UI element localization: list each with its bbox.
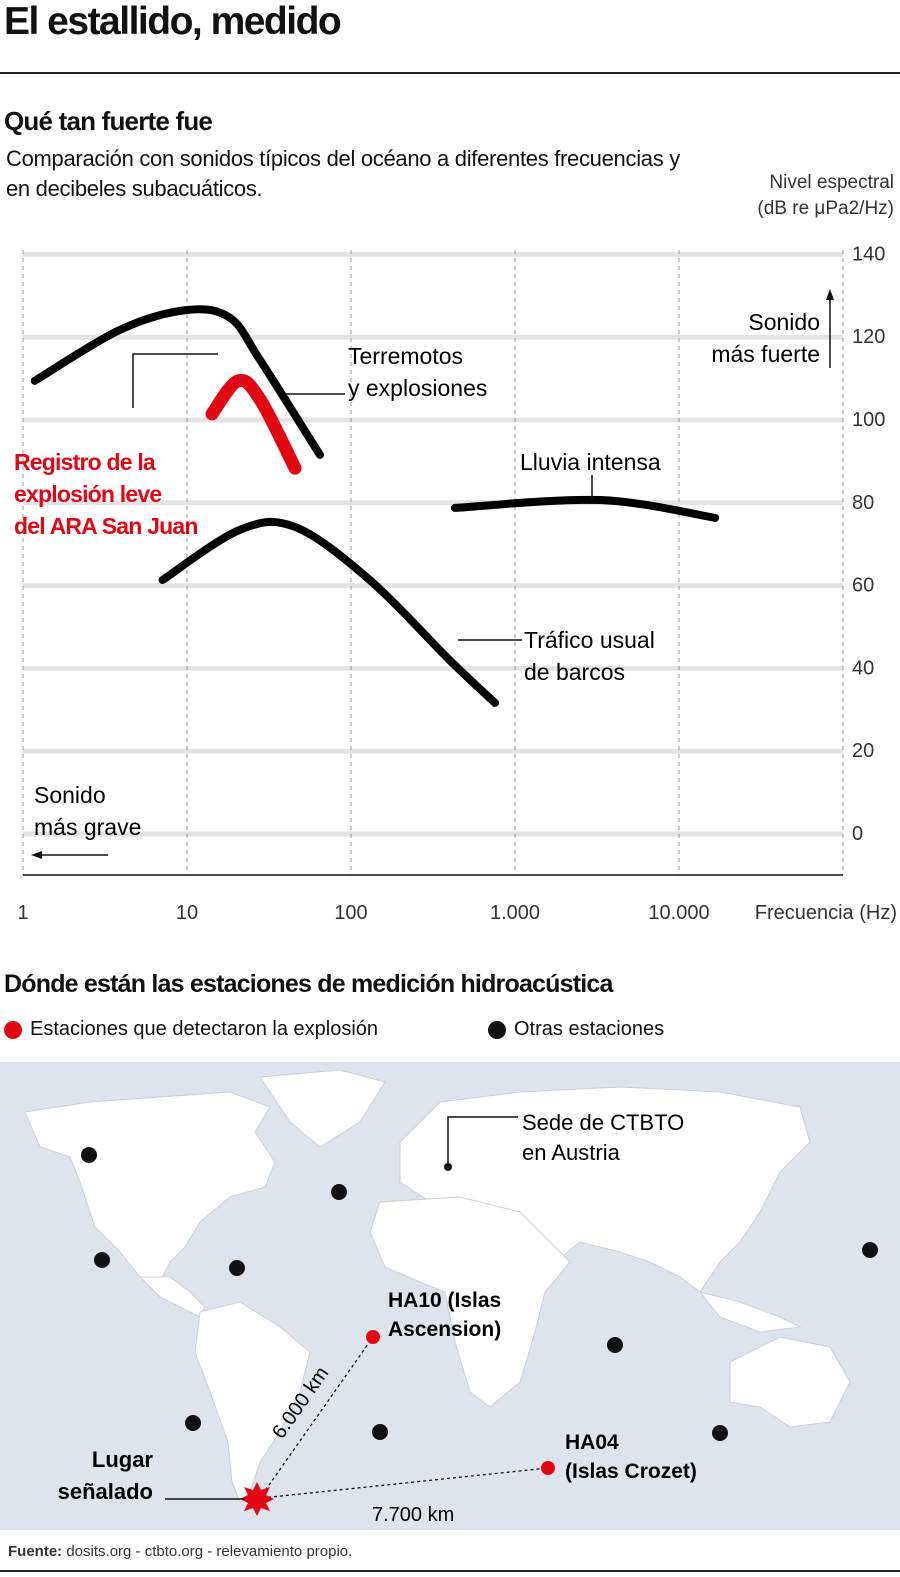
label-ha10-1: HA10 (Islas <box>388 1289 501 1312</box>
label-ha10-2: Ascension) <box>388 1318 501 1341</box>
x-tick-label: 100 <box>334 902 367 924</box>
station-other[interactable] <box>94 1252 110 1268</box>
station-other[interactable] <box>81 1147 97 1163</box>
y-tick-label: 100 <box>852 409 885 431</box>
station-ha04[interactable] <box>541 1461 555 1475</box>
station-other[interactable] <box>229 1260 245 1276</box>
spectrum-chart: 140 120 100 80 60 40 20 0 1 10 100 1.000 10.000 Terr… <box>14 243 897 924</box>
label-grave-1: Sonido <box>34 782 106 808</box>
x-tick-label: 1.000 <box>490 902 540 924</box>
series-line <box>158 517 499 707</box>
legend-detected: Estaciones que detectaron la explosión <box>4 1018 378 1041</box>
source-text: dosits.org - ctbto.org - relevamiento pr… <box>62 1543 353 1560</box>
label-fuerte-1: Sonido <box>748 309 820 335</box>
y-tick-label: 120 <box>852 326 885 348</box>
divider <box>0 1570 900 1572</box>
y-tick-label: 60 <box>852 575 874 597</box>
label-hq-1: Sede de CTBTO <box>522 1110 684 1135</box>
x-axis-label: Frecuencia (Hz) <box>755 902 897 924</box>
explosion-star-icon <box>240 1482 274 1516</box>
greenland <box>259 1069 386 1148</box>
leader-registro <box>132 353 218 408</box>
station-other[interactable] <box>712 1425 728 1441</box>
page-title: El estallido, medido <box>4 0 342 43</box>
source-label: Fuente: <box>8 1543 63 1560</box>
label-ha04-2: (Islas Crozet) <box>565 1460 697 1483</box>
y-axis-label-line2: (dB re μPa2/Hz) <box>757 198 894 219</box>
distance-line-ha10 <box>261 1336 374 1496</box>
world-map: Sede de CTBTO en Austria HA10 (Islas Asc… <box>0 1062 900 1530</box>
north-america <box>24 1091 276 1283</box>
station-other[interactable] <box>185 1415 201 1431</box>
station-other[interactable] <box>372 1424 388 1440</box>
legend-detected-label: Estaciones que detectaron la explosión <box>30 1018 379 1040</box>
label-site-2: señalado <box>58 1479 153 1504</box>
section-heading-stations: Dónde están las estaciones de medición h… <box>4 970 613 998</box>
y-axis-label: Nivel espectral (dB re μPa2/Hz) <box>757 170 894 222</box>
series-line <box>205 373 302 475</box>
source-note: Fuente: dosits.org - ctbto.org - relevam… <box>8 1543 352 1560</box>
label-terremotos-2: y explosiones <box>348 375 487 401</box>
y-tick-label: 40 <box>852 657 874 679</box>
station-ha10[interactable] <box>366 1330 380 1344</box>
leader-hq <box>447 1116 518 1167</box>
label-registro-1: Registro de la <box>14 449 156 475</box>
label-dist-ha04: 7.700 km <box>372 1504 454 1526</box>
series-line <box>30 305 324 459</box>
label-hq-2: en Austria <box>522 1140 621 1165</box>
label-terremotos-1: Terremotos <box>348 343 463 369</box>
australia <box>729 1336 851 1428</box>
label-registro-2: explosión leve <box>14 481 161 507</box>
x-tick-label: 10.000 <box>648 902 709 924</box>
red-dot-icon <box>4 1020 22 1039</box>
black-dot-icon <box>488 1020 506 1039</box>
station-other[interactable] <box>862 1242 878 1258</box>
label-grave-2: más grave <box>34 814 141 840</box>
label-site-1: Lugar <box>92 1447 154 1472</box>
x-tick-label: 10 <box>176 902 198 924</box>
label-trafico-2: de barcos <box>524 659 625 685</box>
africa <box>369 1196 571 1408</box>
label-registro-3: del ARA San Juan <box>14 513 198 539</box>
divider <box>0 72 900 74</box>
y-tick-label: 20 <box>852 740 874 762</box>
southeast-asia <box>698 1291 802 1333</box>
arrow-up-head-icon <box>826 289 834 300</box>
y-axis-label-line1: Nivel espectral <box>769 172 894 193</box>
chart-subtitle: Comparación con sonidos típicos del océa… <box>6 146 680 201</box>
label-fuerte-2: más fuerte <box>711 341 820 367</box>
label-lluvia: Lluvia intensa <box>520 449 661 475</box>
y-tick-label: 0 <box>852 823 863 845</box>
x-tick-label: 1 <box>17 902 28 924</box>
south-america <box>194 1301 311 1503</box>
series-line <box>450 495 720 522</box>
label-ha04-1: HA04 <box>565 1431 619 1454</box>
station-other[interactable] <box>331 1184 347 1200</box>
arrow-left-head-icon <box>31 851 42 859</box>
section-heading-loudness: Qué tan fuerte fue <box>4 106 213 136</box>
y-tick-label: 140 <box>852 243 885 265</box>
station-other[interactable] <box>607 1337 623 1353</box>
y-tick-label: 80 <box>852 492 874 514</box>
legend-other: Otras estaciones <box>488 1018 664 1041</box>
label-trafico-1: Tráfico usual <box>524 627 655 653</box>
legend-other-label: Otras estaciones <box>514 1018 665 1040</box>
